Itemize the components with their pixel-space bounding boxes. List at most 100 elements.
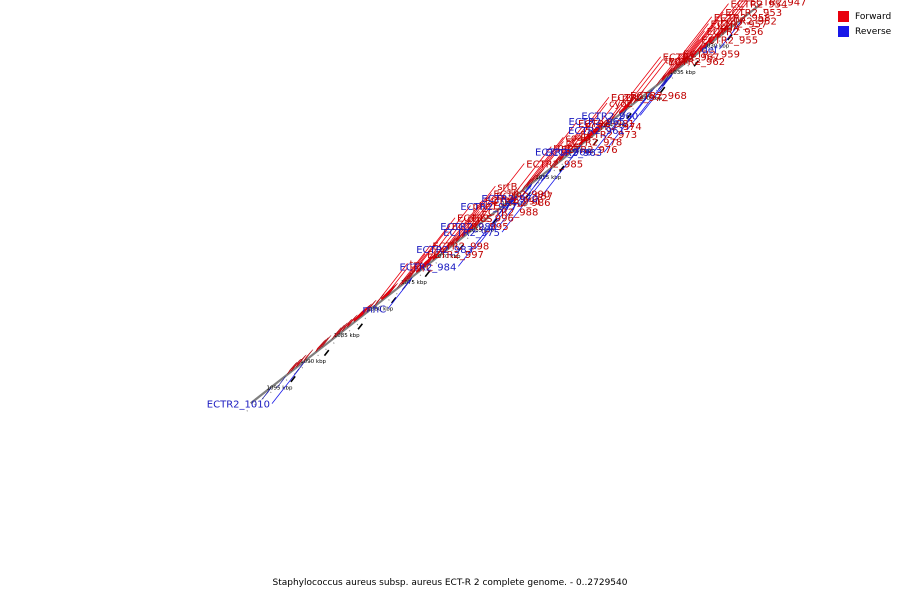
tick-label: 1050 kbp [569,149,595,155]
kbp-ticks: 1030 kbp 1035 kbp 1040 kbp 1045 kbp 1050 kbp… [267,33,733,391]
forward-gene [690,43,704,58]
forward-gene-label: ECTR2_973 [580,130,637,141]
forward-gene [549,156,560,169]
forward-gene [374,293,385,306]
reverse-gene [401,277,413,290]
leader-line [450,185,496,244]
leader-line [472,201,492,226]
tick-label: 1080 kbp [367,306,393,312]
leader-line [687,11,724,58]
forward-gene [530,171,541,184]
forward-gene [321,335,332,348]
tick-mark [626,112,632,120]
legend-reverse: Reverse [838,24,891,39]
forward-gene-label: ECTR2_955 [701,35,758,46]
reverse-gene [617,109,628,122]
forward-gene-label: lpdA [717,23,739,34]
leader-line [672,23,709,70]
leader-line [531,122,577,180]
forward-gene-label: ECTR2_988 [482,207,539,218]
leader-line [388,267,408,292]
reverse-gene-label: ECTR2_966 [535,148,592,159]
forward-gene [603,113,615,127]
forward-gene [454,229,467,243]
leader-line [627,97,647,122]
reverse-gene [541,168,552,181]
leader-line [501,175,547,233]
tick-label: 1055 kbp [535,175,561,181]
leader-line [527,136,564,184]
reverse-gene [520,183,533,197]
leader-line [479,163,525,221]
legend-forward: Forward [838,9,891,24]
forward-gene [407,267,418,280]
forward-gene-label: ECTR2_958 [714,13,771,24]
forward-gene [461,224,473,239]
forward-gene-label: ECTR2_996 [457,214,514,225]
tick-mark [458,244,464,251]
forward-gene-label: ECTR2_990 [493,189,550,200]
forward-gene-label: ECTR2_986 [494,198,551,209]
forward-gene-label: ECTR2_967 [663,53,720,64]
forward-gene [473,214,486,229]
tick-mark [693,60,700,67]
reverse-gene-label: ECTR2_1010 [207,400,270,411]
tick-mark [491,218,498,225]
forward-gene [609,109,621,122]
leader-line [474,203,512,250]
forward-gene [331,327,342,340]
leader-line [515,146,552,193]
leader-line [593,116,622,152]
forward-gene-label: ECTR2_972 [611,93,668,104]
tick-label: 1075 kbp [401,280,427,286]
forward-gene [381,283,398,301]
forward-gene [346,314,358,328]
leader-line [609,94,629,119]
leader-line [466,195,495,231]
gene-features [261,17,744,400]
leader-line [425,205,471,263]
leader-line [667,16,713,74]
reverse-gene [498,202,509,215]
tick-label: 1035 kbp [670,70,696,76]
tick-label: 1090 kbp [300,359,326,365]
leader-line [406,253,426,278]
forward-gene [699,35,714,52]
leader-line [380,263,408,299]
tick-label: 1030 kbp [703,43,729,49]
forward-gene-label: ECTR2_956 [707,27,764,38]
leader-line [662,53,682,78]
forward-gene [445,237,456,251]
reverse-gene [658,76,669,90]
leader-line [446,200,484,247]
tick-mark [592,139,599,146]
leader-line [387,284,407,309]
tick-label: 1060 kbp [502,201,528,207]
reverse-gene [261,387,272,400]
leader-line [539,152,577,199]
leader-line [639,80,668,116]
backbone-line [250,2,763,405]
forward-gene [656,73,666,86]
legend-reverse-label: Reverse [855,26,892,37]
reverse-gene [295,361,305,374]
forward-gene [666,64,678,77]
forward-gene-label: cyoE [609,99,633,110]
leader-line [410,217,456,275]
forward-gene-label: ECTR2_974 [585,122,642,133]
legend-forward-label: Forward [855,11,892,22]
forward-gene-label: ECTR2_962 [668,57,725,68]
leader-line [559,133,579,158]
tick-label: 1045 kbp [603,122,629,128]
reverse-gene-label: ECTR2_975 [443,228,500,239]
forward-gene-label: ECTR2_976 [561,145,618,156]
leader-line [540,149,560,174]
reverse-gene [662,73,673,87]
tick-mark [559,165,565,172]
leader-line [555,125,584,162]
forward-gene-label: ECTR2_985 [526,160,583,171]
leader-line [615,56,661,114]
forward-gene-label: ECTR2_998 [432,242,489,253]
forward-gene [633,90,644,104]
